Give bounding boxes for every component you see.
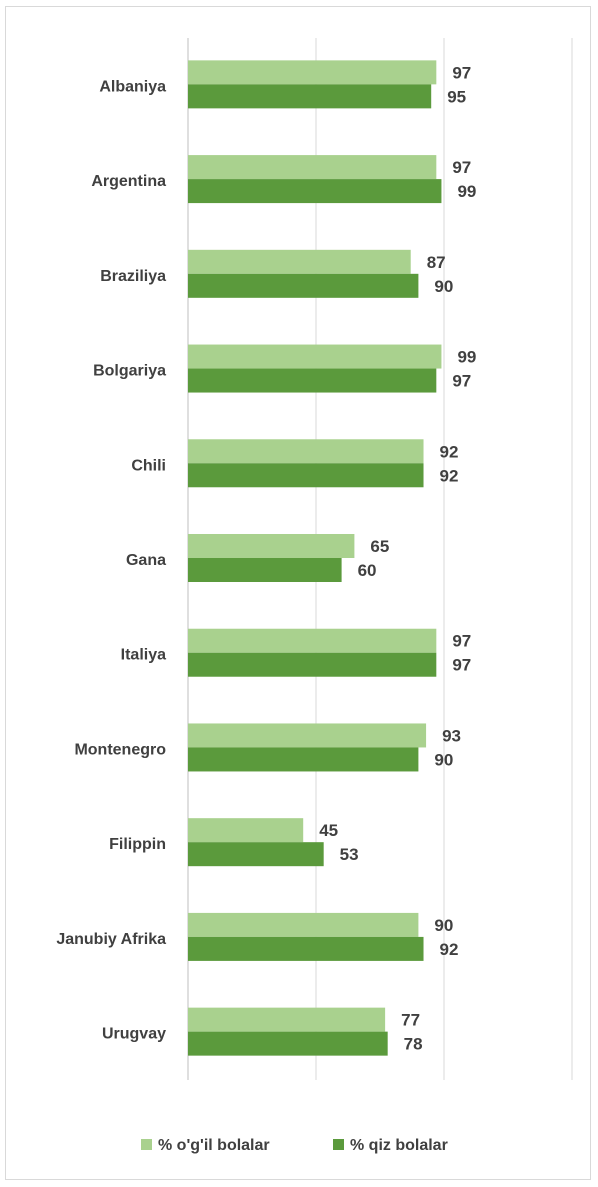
bar-girls xyxy=(188,273,419,298)
category-label: Albaniya xyxy=(99,78,166,95)
data-label: 45 xyxy=(319,821,338,840)
bar-girls xyxy=(188,558,342,582)
bar-girls xyxy=(188,842,324,867)
category-label: Italiya xyxy=(121,647,166,664)
bar-girls xyxy=(188,84,432,109)
category-labels: Albaniya Argentina Braziliya Bolgariya Chili… xyxy=(56,78,166,1042)
bar-girls xyxy=(188,368,437,393)
category-label: Argentina xyxy=(91,173,166,190)
data-label: 78 xyxy=(404,1035,423,1054)
bar-boys xyxy=(188,249,411,274)
data-label: 97 xyxy=(452,656,471,675)
category-label: Gana xyxy=(126,552,166,569)
data-label: 90 xyxy=(434,277,453,296)
bar-boys xyxy=(188,912,419,937)
bar-boys xyxy=(188,60,437,85)
legend-label-boys: % o'g'il bolalar xyxy=(158,1137,270,1154)
bar-girls xyxy=(188,936,424,961)
data-label: 65 xyxy=(370,537,389,556)
data-label: 97 xyxy=(452,63,471,82)
bar-boys xyxy=(188,155,437,180)
data-label: 97 xyxy=(452,632,471,651)
bar-boys xyxy=(188,628,437,653)
bar-boys xyxy=(188,344,442,369)
category-label: Filippin xyxy=(109,836,166,853)
legend-label-girls: % qiz bolalar xyxy=(350,1137,448,1154)
data-label: 95 xyxy=(447,87,466,106)
bar-girls xyxy=(188,747,419,772)
bar-boys xyxy=(188,818,304,843)
data-label: 92 xyxy=(440,466,459,485)
data-label: 92 xyxy=(440,940,459,959)
data-label: 97 xyxy=(452,158,471,177)
category-label: Janubiy Afrika xyxy=(56,931,166,948)
data-label: 90 xyxy=(434,916,453,935)
bars xyxy=(188,60,442,1056)
bar-boys xyxy=(188,1007,386,1032)
bar-boys xyxy=(188,723,427,748)
bar-girls xyxy=(188,463,424,488)
legend-swatch-girls xyxy=(333,1139,344,1150)
category-label: Braziliya xyxy=(100,268,166,285)
data-label: 99 xyxy=(457,348,476,367)
data-label: 93 xyxy=(442,726,461,745)
data-label: 92 xyxy=(440,442,459,461)
category-label: Montenegro xyxy=(74,741,166,758)
legend-swatch-boys xyxy=(141,1139,152,1150)
data-label: 87 xyxy=(427,253,446,272)
data-label: 53 xyxy=(340,845,359,864)
bar-girls xyxy=(188,1031,388,1056)
data-label: 90 xyxy=(434,750,453,769)
bar-girls xyxy=(188,179,442,204)
bar-boys xyxy=(188,534,355,558)
category-label: Bolgariya xyxy=(93,363,166,380)
legend: % o'g'il bolalar % qiz bolalar xyxy=(141,1137,448,1154)
data-label: 99 xyxy=(457,182,476,201)
bar-boys xyxy=(188,439,424,464)
data-label: 97 xyxy=(452,372,471,391)
category-label: Urugvay xyxy=(102,1026,166,1043)
category-label: Chili xyxy=(131,457,166,474)
data-label: 60 xyxy=(358,561,377,580)
data-label: 77 xyxy=(401,1011,420,1030)
bar-girls xyxy=(188,652,437,677)
